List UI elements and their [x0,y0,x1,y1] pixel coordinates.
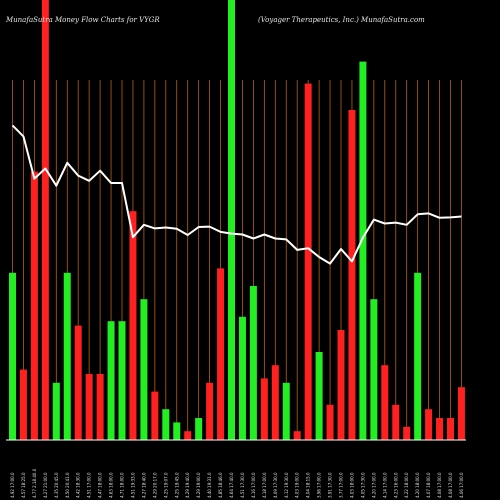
x-tick-label: 4.25 19:07.0 [163,472,168,498]
money-flow-line [11,124,462,265]
bar [304,83,312,440]
bar [228,0,235,440]
x-tick-label: 4.29 19:00.0 [196,472,201,498]
x-tick-label: 4.18 17:00.0 [262,472,267,498]
bar [436,418,444,440]
x-tick-label: 4.04 18:15.0 [306,472,311,498]
x-tick-label: 4.63 18:00.0 [109,472,114,498]
x-tick-label: 3.77 17:00.0 [339,472,344,498]
x-tick-label: 4.27 21:00.0 [43,472,48,498]
bar [392,404,400,440]
x-tick-label: 3.96 17:00.0 [317,472,322,498]
bar [85,374,93,440]
bar [249,286,257,440]
x-tick-label: 4.07 18:00.0 [426,472,431,498]
x-tick-label: 4.51 19:33.0 [130,472,135,498]
bar [184,431,192,440]
x-tick-label: 4.29 19:40.0 [185,472,190,498]
x-tick-label: 4.57 18:25.0 [21,472,26,498]
x-tick-label: 4.51 17:30.0 [240,472,245,498]
x-tick-label: 4.71 18:00.0 [120,472,125,498]
bar [217,268,225,440]
bar [173,422,181,440]
bar [414,272,422,440]
bar [96,374,104,440]
x-tick-label: 4.35 20:45.0 [54,472,59,498]
x-tick-label: 4.08 17:00.0 [448,472,453,498]
bar [140,299,148,440]
bar [195,418,203,440]
x-tick-label: 4.22 18:00.0 [404,472,409,498]
bar [118,321,126,440]
x-tick-label: 4.09 17:30.0 [273,472,278,498]
bar [403,426,411,440]
bar [348,110,356,440]
x-tick-label: 4.42 18:30.0 [76,472,81,498]
bar [19,369,27,440]
x-tick-label: 4.03 18:00.0 [349,472,354,498]
x-tick-label: 4.25 19:45.0 [174,472,179,498]
x-tick-label: 4.03 19:00.0 [295,472,300,498]
x-tick-label: 4.23 16:00.0 [393,472,398,498]
x-tick-label: 4.47 18:00.0 [98,472,103,498]
x-tick-label: 4.06 17:00.0 [459,472,464,498]
x-tick-label: 4.14 17:00.0 [382,472,387,498]
bar [293,431,301,440]
chart-title: MunafaSutra Money Flow Charts for VYGR [5,16,160,24]
x-tick-label: 4.29 20:17.0 [152,472,157,498]
bar [282,382,290,440]
x-tick-label: 4.64 17:40.0 [229,472,234,498]
x-tick-label: 4.77 2.18.40.0 [32,468,37,498]
bar [447,418,454,440]
bar [260,378,268,440]
x-tick-labels: 4.92 17:00.0 4.57 18:25.0 4.77 2.18.40.0 4.… [10,468,464,498]
x-tick-label: 4.27 18:40.0 [141,472,146,498]
x-tick-label: 4.16 17:00.0 [251,472,256,498]
x-tick-label: 4.20 17:00.0 [371,472,376,498]
bar-series [9,0,465,440]
bar [129,211,137,440]
bar [326,404,334,440]
bar [381,365,389,440]
bar [425,409,433,440]
x-tick-label: 4.12 19:30.0 [284,472,289,498]
bar [74,325,82,440]
bar [370,299,378,440]
bar [359,61,367,440]
x-tick-label: 4.50 20:41.0 [65,472,70,498]
bar [206,382,214,440]
bar [337,330,345,440]
bar [52,382,60,440]
bar [457,387,465,440]
bar [30,171,38,440]
x-tick-label: 4.51 17:00.0 [87,472,92,498]
bar [151,391,159,440]
x-tick-label: 4.20 18:00.0 [415,472,420,498]
x-tick-label: 4.92 17:00.0 [10,472,15,498]
bar [271,365,279,440]
bar [107,321,115,440]
x-tick-label: 4.08 17:00.0 [437,472,442,498]
bar [162,409,170,440]
x-tick-label: 4.05 17:30.0 [360,472,365,498]
bar [315,352,323,440]
x-tick-label: 4.40 19:31.0 [207,472,212,498]
bar [41,0,49,440]
bar [9,272,16,440]
bar [63,272,71,440]
x-tick-label: 3.91 17:30.0 [328,472,333,498]
chart-subtitle: (Voyager Therapeutics, Inc.) MunafaSutra… [258,16,425,24]
bar [238,316,246,440]
x-tick-label: 4.85 18:46.0 [218,472,223,498]
